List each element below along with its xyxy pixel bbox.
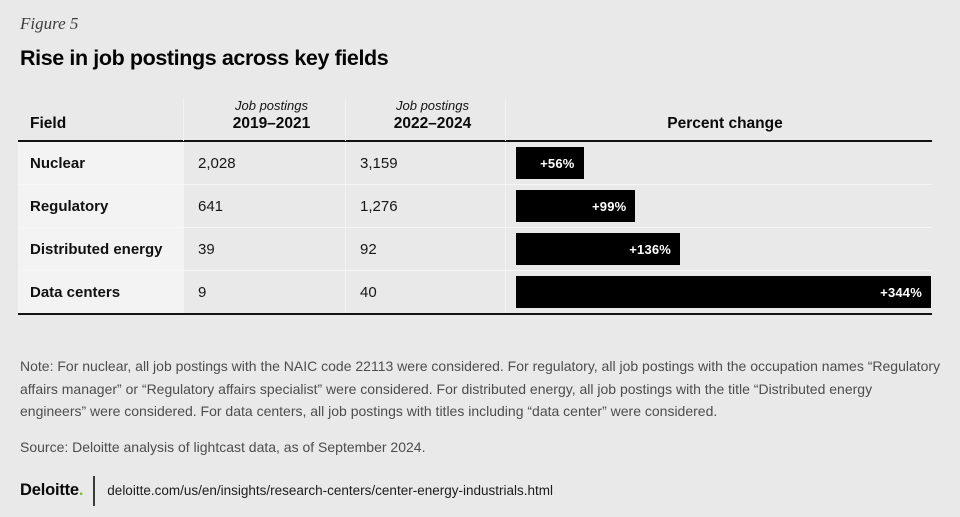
row-postings-2022-2024: 40 — [345, 271, 505, 313]
table-body: Nuclear 2,028 3,159 +56% Regulatory 641 … — [18, 142, 932, 315]
header-field: Field — [18, 98, 183, 141]
figure-number-label: Figure 5 — [20, 14, 79, 33]
header-postings-2022-2024-sub: Job postings — [396, 98, 469, 113]
row-postings-2019-2021: 641 — [183, 185, 345, 227]
percent-change-value: +136% — [629, 241, 672, 257]
deloitte-logo-word: Deloitte — [20, 481, 79, 499]
job-postings-table: Field Job postings 2019–2021 Job posting… — [18, 98, 932, 315]
row-field-label: Distributed energy — [18, 228, 183, 270]
header-percent-change: Percent change — [505, 98, 932, 141]
row-field-label: Regulatory — [18, 185, 183, 227]
row-postings-2019-2021: 39 — [183, 228, 345, 270]
row-postings-2019-2021: 9 — [183, 271, 345, 313]
percent-change-bar: +56% — [516, 147, 584, 179]
footer: Deloitte. deloitte.com/us/en/insights/re… — [20, 475, 940, 506]
deloitte-logo-green-dot: . — [78, 481, 84, 499]
percent-change-bar: +344% — [516, 276, 931, 308]
row-postings-2022-2024: 92 — [345, 228, 505, 270]
header-postings-2022-2024: Job postings 2022–2024 — [345, 98, 505, 141]
header-postings-2019-2021-main: 2019–2021 — [232, 115, 311, 133]
table-row-data-centers: Data centers 9 40 +344% — [18, 270, 932, 313]
row-postings-2019-2021: 2,028 — [183, 142, 345, 184]
percent-change-bar: +136% — [516, 233, 681, 265]
table-header-row: Field Job postings 2019–2021 Job posting… — [18, 98, 932, 142]
row-field-label: Nuclear — [18, 142, 183, 184]
footer-divider — [93, 475, 96, 506]
table-row-regulatory: Regulatory 641 1,276 +99% — [18, 184, 932, 227]
footer-url-link[interactable]: deloitte.com/us/en/insights/research-cen… — [107, 483, 553, 498]
source-text: Source: Deloitte analysis of lightcast d… — [20, 438, 426, 455]
header-postings-2022-2024-main: 2022–2024 — [393, 115, 472, 133]
table-row-distributed-energy: Distributed energy 39 92 +136% — [18, 227, 932, 270]
row-percent-change-cell: +136% — [505, 228, 932, 270]
percent-change-bar: +99% — [516, 190, 636, 222]
header-field-label: Field — [30, 115, 67, 133]
table-row-nuclear: Nuclear 2,028 3,159 +56% — [18, 142, 932, 184]
percent-change-value: +99% — [592, 198, 627, 214]
row-postings-2022-2024: 1,276 — [345, 185, 505, 227]
row-percent-change-cell: +344% — [505, 271, 932, 313]
note-text: Note: For nuclear, all job postings with… — [20, 358, 941, 419]
header-postings-2019-2021: Job postings 2019–2021 — [183, 98, 345, 141]
row-field-label: Data centers — [18, 271, 183, 313]
header-postings-2019-2021-sub: Job postings — [235, 98, 308, 113]
figure-title: Rise in job postings across key fields — [20, 46, 389, 70]
row-percent-change-cell: +99% — [505, 185, 932, 227]
percent-change-value: +344% — [880, 284, 922, 300]
row-percent-change-cell: +56% — [505, 142, 932, 184]
deloitte-logo: Deloitte. — [20, 481, 84, 500]
row-postings-2022-2024: 3,159 — [345, 142, 505, 184]
header-percent-change-label: Percent change — [667, 115, 783, 133]
percent-change-value: +56% — [540, 155, 575, 171]
